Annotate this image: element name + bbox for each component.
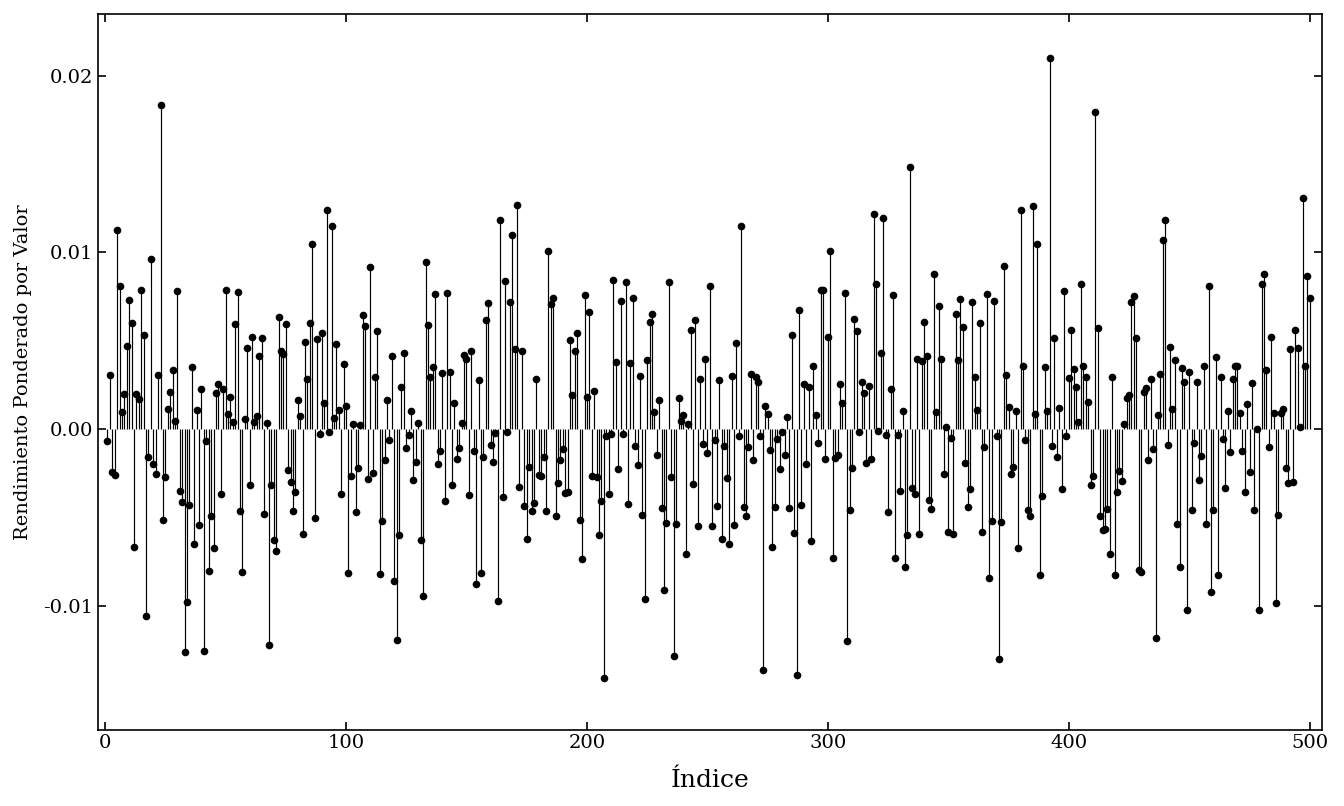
- Y-axis label: Rendimiento Ponderado por Valor: Rendimiento Ponderado por Valor: [13, 204, 32, 539]
- X-axis label: Índice: Índice: [671, 769, 749, 792]
